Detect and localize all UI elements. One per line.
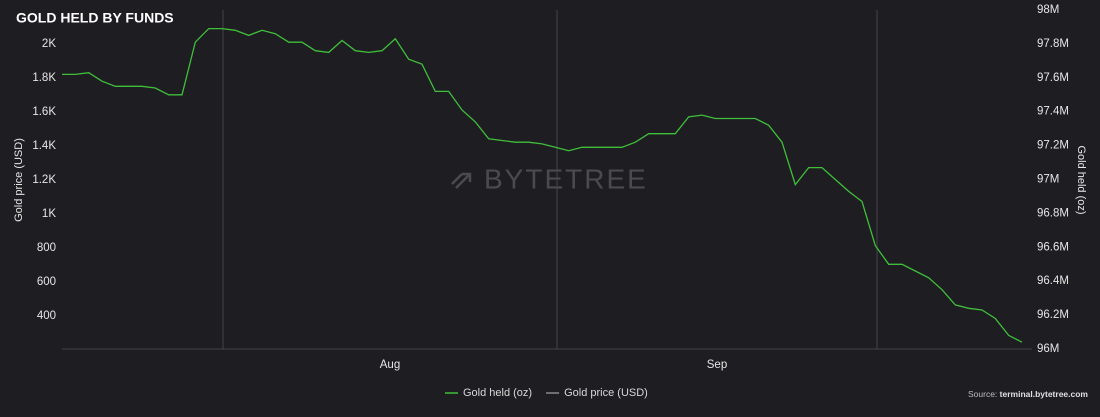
y2-tick-label: 97.6M <box>1037 72 1069 84</box>
y2-tick-label: 96.6M <box>1037 241 1069 253</box>
legend-label: Gold held (oz) <box>463 387 532 399</box>
x-tick-label: Sep <box>707 359 727 371</box>
y-axis-title: Gold price (USD) <box>13 138 25 222</box>
y2-tick-label: 97.8M <box>1037 38 1069 50</box>
chart-title: GOLD HELD BY FUNDS <box>16 10 174 26</box>
y-tick-label: 1.8K <box>32 72 56 84</box>
y-tick-label: 2K <box>42 38 56 50</box>
y-tick-label: 400 <box>37 310 56 322</box>
source: Source: terminal.bytetree.com <box>968 389 1088 399</box>
y2-tick-label: 96M <box>1037 343 1059 355</box>
y-tick-label: 800 <box>37 242 56 254</box>
data-line <box>62 27 1023 343</box>
y2-tick-label: 96.8M <box>1037 207 1069 219</box>
y-tick-label: 1.2K <box>32 174 56 186</box>
y2-tick-label: 97M <box>1037 174 1059 186</box>
y2-tick-label: 98M <box>1037 4 1059 16</box>
y-tick-label: 1.4K <box>32 140 56 152</box>
watermark: BYTETREE <box>451 163 648 194</box>
watermark-icon <box>451 172 472 189</box>
y2-tick-label: 96.2M <box>1037 309 1069 321</box>
y2-axis-title: Gold held (oz) <box>1075 145 1087 214</box>
source-url: terminal.bytetree.com <box>1000 389 1089 399</box>
x-tick-label: Aug <box>380 359 400 371</box>
y-tick-label: 600 <box>37 276 56 288</box>
y2-tick-label: 97.2M <box>1037 140 1069 152</box>
y2-tick-label: 97.4M <box>1037 106 1069 118</box>
legend-label: Gold price (USD) <box>564 387 648 399</box>
source-label: Source: <box>968 389 997 399</box>
y-tick-label: 1K <box>42 208 56 220</box>
y2-tick-label: 96.4M <box>1037 275 1069 287</box>
watermark-text: BYTETREE <box>484 163 648 194</box>
y-tick-label: 1.6K <box>32 106 56 118</box>
